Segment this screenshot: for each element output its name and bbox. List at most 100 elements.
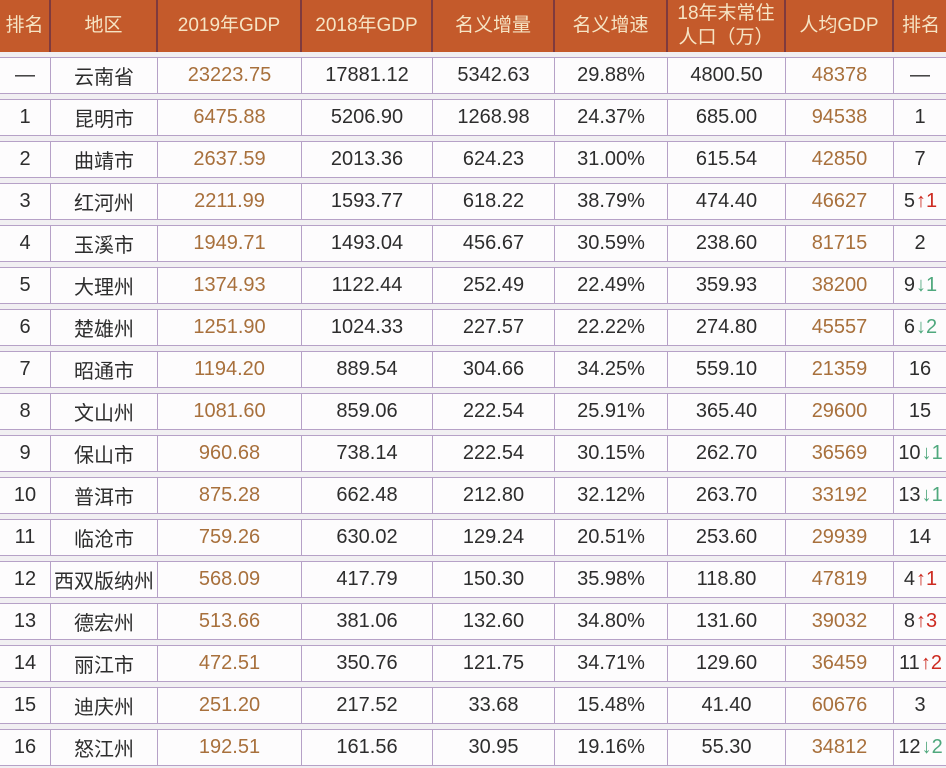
cell-rank-right: 2 [894,225,946,262]
rank-right-value: 13 [898,484,921,506]
cell-gdp-2018: 1024.33 [302,309,433,346]
cell-rank-left: 3 [0,183,51,220]
cell-gdp-2019: 875.28 [158,477,302,514]
cell-gdp-2019: 251.20 [158,687,302,724]
table-row: 10 普洱市 875.28 662.48 212.80 32.12% 263.7… [0,477,946,514]
cell-gdp-2018: 417.79 [302,561,433,598]
cell-rank-left: 16 [0,729,51,766]
cell-rank-left: 6 [0,309,51,346]
cell-region: 西双版纳州 [51,561,158,598]
cell-population: 615.54 [668,141,786,178]
cell-gdp-2019: 1251.90 [158,309,302,346]
cell-per-capita: 42850 [786,141,894,178]
cell-gdp-2019: 1194.20 [158,351,302,388]
cell-gdp-2019: 472.51 [158,645,302,682]
cell-gdp-2018: 161.56 [302,729,433,766]
cell-region: 曲靖市 [51,141,158,178]
cell-increase: 129.24 [433,519,555,556]
cell-per-capita: 21359 [786,351,894,388]
cell-growth: 20.51% [555,519,668,556]
cell-gdp-2019: 6475.88 [158,99,302,136]
cell-increase: 33.68 [433,687,555,724]
cell-rank-left: 13 [0,603,51,640]
cell-growth: 19.16% [555,729,668,766]
cell-per-capita: 94538 [786,99,894,136]
cell-rank-left: 8 [0,393,51,430]
cell-growth: 34.80% [555,603,668,640]
table-row: 7 昭通市 1194.20 889.54 304.66 34.25% 559.1… [0,351,946,388]
table-header-row: 排名 地区 2019年GDP 2018年GDP 名义增量 名义增速 18年末常住… [0,0,946,52]
cell-growth: 24.37% [555,99,668,136]
cell-gdp-2018: 889.54 [302,351,433,388]
cell-region: 红河州 [51,183,158,220]
cell-growth: 30.59% [555,225,668,262]
cell-growth: 38.79% [555,183,668,220]
table-row: 16 怒江州 192.51 161.56 30.95 19.16% 55.30 … [0,729,946,766]
cell-gdp-2018: 1122.44 [302,267,433,304]
cell-gdp-2018: 1493.04 [302,225,433,262]
cell-gdp-2018: 662.48 [302,477,433,514]
cell-rank-right: 4↑1 [894,561,946,598]
table-row: 5 大理州 1374.93 1122.44 252.49 22.49% 359.… [0,267,946,304]
cell-population: 263.70 [668,477,786,514]
cell-per-capita: 33192 [786,477,894,514]
cell-increase: 222.54 [433,435,555,472]
table-row: 14 丽江市 472.51 350.76 121.75 34.71% 129.6… [0,645,946,682]
rank-right-value: 15 [908,400,932,422]
rank-change-indicator: ↓2 [916,316,938,338]
cell-rank-right: 9↓1 [894,267,946,304]
cell-gdp-2019: 759.26 [158,519,302,556]
cell-population: 359.93 [668,267,786,304]
cell-population: 253.60 [668,519,786,556]
cell-region: 云南省 [51,57,158,94]
cell-gdp-2018: 738.14 [302,435,433,472]
rank-change-indicator: ↑2 [920,652,942,674]
cell-region: 保山市 [51,435,158,472]
cell-gdp-2018: 381.06 [302,603,433,640]
cell-gdp-2018: 350.76 [302,645,433,682]
header-population: 18年末常住人口（万） [668,0,786,52]
cell-population: 365.40 [668,393,786,430]
cell-growth: 29.88% [555,57,668,94]
cell-gdp-2019: 2637.59 [158,141,302,178]
cell-region: 楚雄州 [51,309,158,346]
table-row: 15 迪庆州 251.20 217.52 33.68 15.48% 41.40 … [0,687,946,724]
rank-right-value: 5 [903,190,915,212]
cell-region: 迪庆州 [51,687,158,724]
rank-right-value: 1 [914,106,926,128]
cell-region: 怒江州 [51,729,158,766]
table-row: — 云南省 23223.75 17881.12 5342.63 29.88% 4… [0,57,946,94]
header-region: 地区 [51,0,158,52]
cell-population: 274.80 [668,309,786,346]
cell-rank-left: 11 [0,519,51,556]
rank-right-value: 3 [914,694,926,716]
cell-gdp-2019: 23223.75 [158,57,302,94]
header-gdp-2019: 2019年GDP [158,0,302,52]
cell-increase: 304.66 [433,351,555,388]
table-row: 12 西双版纳州 568.09 417.79 150.30 35.98% 118… [0,561,946,598]
cell-rank-right: 6↓2 [894,309,946,346]
rank-right-value: 8 [903,610,915,632]
cell-gdp-2018: 1593.77 [302,183,433,220]
cell-region: 大理州 [51,267,158,304]
table-row: 6 楚雄州 1251.90 1024.33 227.57 22.22% 274.… [0,309,946,346]
rank-right-value: — [910,64,930,86]
table-row: 9 保山市 960.68 738.14 222.54 30.15% 262.70… [0,435,946,472]
table-row: 2 曲靖市 2637.59 2013.36 624.23 31.00% 615.… [0,141,946,178]
rank-right-value: 9 [903,274,915,296]
rank-change-indicator: ↓1 [916,274,938,296]
rank-change-indicator: ↑1 [916,190,938,212]
cell-increase: 212.80 [433,477,555,514]
cell-increase: 150.30 [433,561,555,598]
rank-change-indicator: ↑3 [916,610,938,632]
cell-population: 118.80 [668,561,786,598]
cell-rank-left: 12 [0,561,51,598]
cell-per-capita: 29939 [786,519,894,556]
cell-growth: 30.15% [555,435,668,472]
cell-increase: 227.57 [433,309,555,346]
cell-per-capita: 60676 [786,687,894,724]
table-body: — 云南省 23223.75 17881.12 5342.63 29.88% 4… [0,57,946,768]
table-row: 8 文山州 1081.60 859.06 222.54 25.91% 365.4… [0,393,946,430]
cell-growth: 22.49% [555,267,668,304]
